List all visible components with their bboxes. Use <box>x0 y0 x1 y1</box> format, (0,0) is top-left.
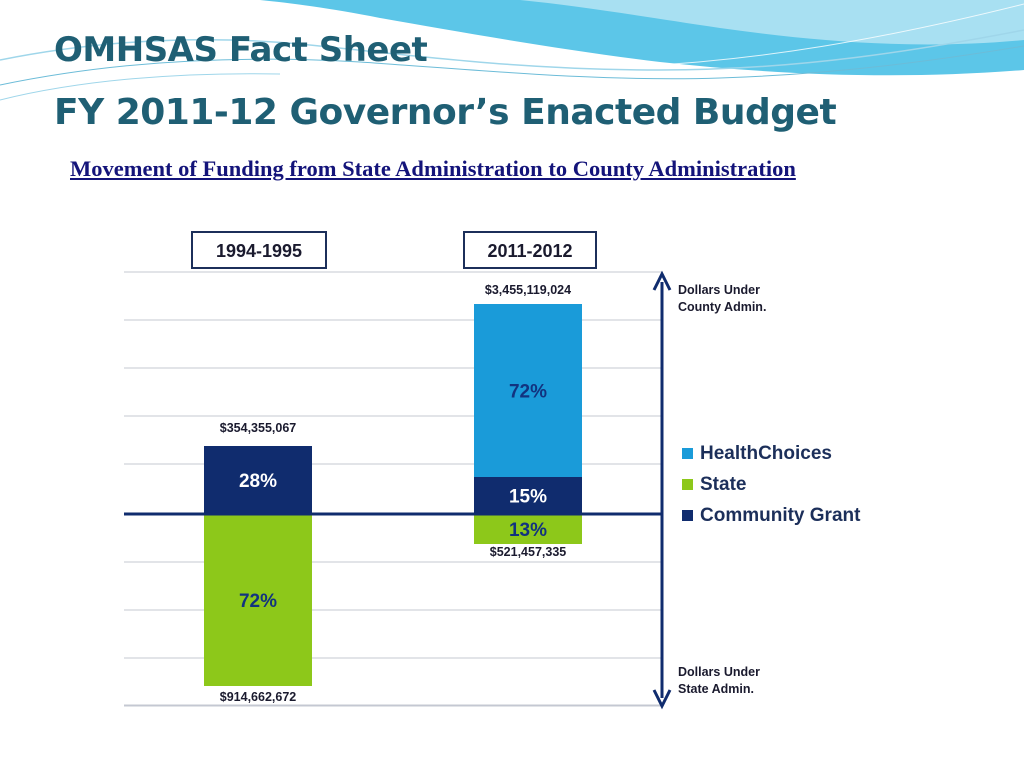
legend-swatch-state <box>682 479 693 490</box>
total-above-1994-1995: $354,355,067 <box>220 421 297 435</box>
percent-label-state-2011-2012: 13% <box>509 520 547 541</box>
percent-label-healthchoices-2011-2012: 72% <box>509 382 547 403</box>
bar-community-grant-1994-1995 <box>204 446 312 514</box>
category-box-1994-1995 <box>191 231 327 269</box>
bar-healthchoices-2011-2012 <box>474 304 582 477</box>
legend-label-healthchoices: HealthChoices <box>700 443 832 464</box>
total-below-1994-1995: $914,662,672 <box>220 690 297 704</box>
category-label-1994-1995: 1994-1995 <box>216 241 302 261</box>
percent-label-community-grant-2011-2012: 15% <box>509 487 547 508</box>
legend-swatch-healthchoices <box>682 448 693 459</box>
legend-label-state: State <box>700 474 746 495</box>
bar-state-1994-1995 <box>204 514 312 686</box>
annotation-state-admin-1: State Admin. <box>678 682 754 696</box>
annotation-county-admin-0: Dollars Under <box>678 283 760 297</box>
annotation-county-admin-1: County Admin. <box>678 300 766 314</box>
category-box-2011-2012 <box>463 231 597 269</box>
percent-label-community-grant-1994-1995: 28% <box>239 471 277 492</box>
vertical-arrow-head-down <box>652 689 672 710</box>
total-above-2011-2012: $3,455,119,024 <box>485 283 571 297</box>
slide-title-line1: OMHSAS Fact Sheet <box>54 30 428 70</box>
slide-subtitle-link[interactable]: Movement of Funding from State Administr… <box>70 156 796 181</box>
vertical-arrow-head-up <box>652 270 672 291</box>
bar-state-2011-2012 <box>474 514 582 544</box>
percent-label-state-1994-1995: 72% <box>239 591 277 612</box>
bar-community-grant-2011-2012 <box>474 477 582 514</box>
category-label-2011-2012: 2011-2012 <box>487 241 572 261</box>
header-wave-decoration <box>0 0 1024 101</box>
legend-swatch-community-grant <box>682 510 693 521</box>
annotation-state-admin-0: Dollars Under <box>678 665 760 679</box>
total-below-2011-2012: $521,457,335 <box>490 545 567 559</box>
slide-title-line2: FY 2011-12 Governor’s Enacted Budget <box>54 92 837 133</box>
legend-label-community-grant: Community Grant <box>700 505 861 526</box>
funding-chart: 28% 72% 72% 15% 13% 1994-1995 2011-2012 $354,35… <box>110 228 894 738</box>
